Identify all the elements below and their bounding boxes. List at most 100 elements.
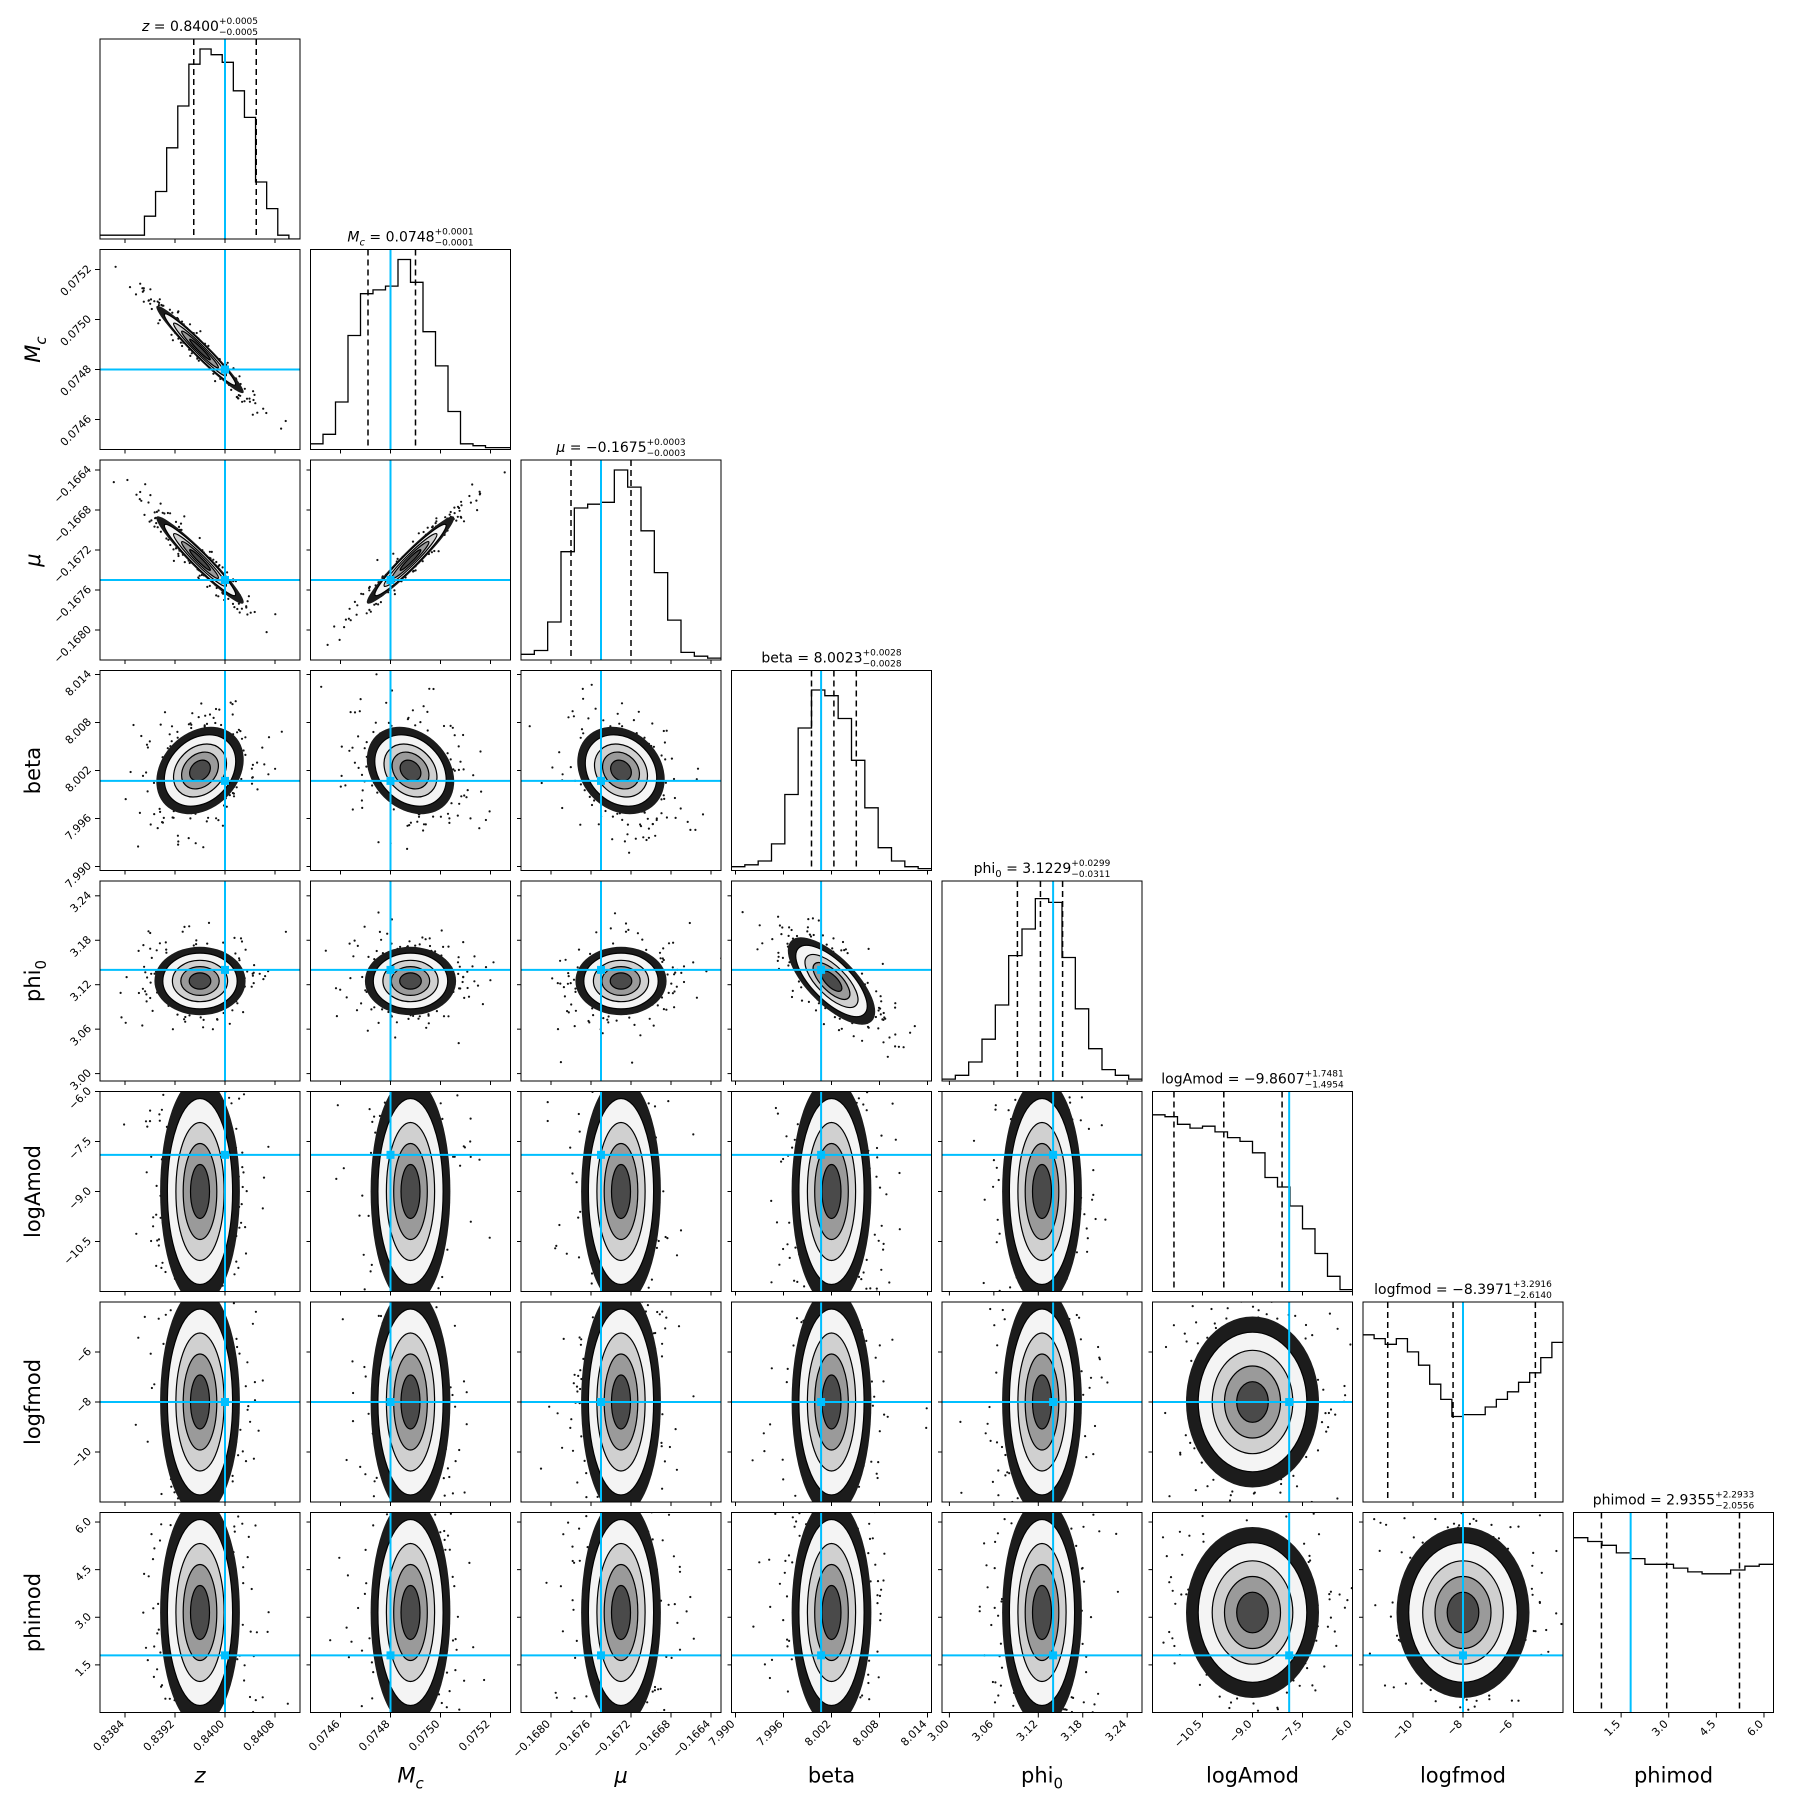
x-tick-label-phimod: 4.5 — [1697, 1717, 1719, 1739]
contour-level-4 — [399, 759, 422, 782]
y-tick-label-phi0: 3.06 — [68, 1022, 95, 1049]
truth-marker — [221, 365, 229, 374]
panel-frame — [99, 249, 301, 450]
x-tick-label-mu: −0.1668 — [630, 1717, 673, 1760]
density-logamod-vs-phi0 — [972, 1091, 1107, 1292]
x-axis-label-phimod: phimod — [1634, 1764, 1713, 1788]
title-phimod: phimod = 2.9355+2.2933 — [1593, 1491, 1754, 1509]
density-beta-vs-z — [124, 700, 283, 849]
y-tick-label-logfmod: −8 — [73, 1395, 94, 1416]
x-tick-label-logamod: −7.5 — [1277, 1717, 1305, 1745]
title-minus-z: −0.0005 — [219, 28, 258, 38]
density-logamod-vs-z — [123, 1091, 270, 1292]
x-axis-label-logamod: logAmod — [1206, 1764, 1299, 1788]
density-phimod-vs-beta — [752, 1512, 886, 1713]
y-tick-label-beta: 7.996 — [63, 811, 94, 842]
density-phi0-vs-beta — [741, 911, 916, 1058]
x-tick-label-z: 0.8392 — [141, 1717, 177, 1753]
contour-level-4 — [399, 972, 422, 990]
x-tick-label-logamod: −6.0 — [1327, 1717, 1355, 1745]
truth-marker — [597, 1150, 605, 1159]
contour-level-4 — [189, 1163, 211, 1220]
title-minus-beta: −0.0028 — [863, 660, 902, 670]
title-phi0: phi0 = 3.1229+0.0299 — [974, 859, 1111, 880]
x-tick-label-logfmod: −10 — [1390, 1717, 1416, 1743]
panel-logfmod-vs-logamod — [1148, 1301, 1353, 1506]
hist-panel-logamod: logAmod = −9.8607+1.7481−1.4954 — [1152, 1070, 1353, 1296]
density-mu-vs-mc — [326, 471, 506, 647]
histogram-phimod — [1573, 1537, 1774, 1575]
truth-marker — [221, 1651, 229, 1660]
hist-panel-z: z = 0.8400+0.0005−0.0005 — [99, 17, 301, 243]
x-axis-label-beta: beta — [808, 1764, 855, 1788]
truth-marker — [386, 576, 395, 584]
panel-frame — [310, 249, 511, 450]
y-tick-label-mc: 0.0748 — [58, 362, 94, 398]
title-logamod: logAmod = −9.8607+1.7481 — [1161, 1070, 1343, 1088]
truth-marker — [597, 776, 605, 785]
contour-level-4 — [1236, 1591, 1269, 1634]
y-tick-label-mu: −0.1664 — [51, 463, 94, 506]
panel-phi0-vs-mc — [306, 880, 511, 1085]
truth-marker — [221, 776, 229, 785]
panel-logfmod-vs-z: −10 −8 −6 logfmod — [21, 1301, 301, 1506]
y-axis-label-logamod: logAmod — [21, 1145, 45, 1238]
x-axis-label-logfmod: logfmod — [1420, 1764, 1506, 1788]
hist-panel-mu: μ = −0.1675+0.0003−0.0003 — [520, 438, 722, 664]
contour-level-4 — [399, 549, 422, 571]
y-tick-label-mc: 0.0746 — [58, 412, 94, 448]
density-phimod-vs-z — [142, 1512, 289, 1713]
density-beta-vs-mc — [320, 673, 491, 851]
panel-frame — [520, 880, 722, 1082]
y-tick-label-beta: 8.008 — [63, 715, 94, 746]
truth-marker — [221, 965, 229, 974]
density-mc-vs-z — [114, 265, 287, 430]
x-axis-label-phi0: phi0 — [1021, 1764, 1063, 1793]
y-axis-label-phimod: phimod — [21, 1573, 45, 1652]
contour-level-4 — [821, 1163, 842, 1220]
y-axis-label-mu: μ — [21, 553, 45, 567]
panel-mc-vs-z: 0.0746 0.0748 0.0750 0.0752 Mc — [21, 249, 301, 454]
hist-panel-phimod: phimod = 2.9355+2.2933−2.0556 1.5 3.0 4.5 6.… — [1573, 1491, 1774, 1788]
title-minus-logamod: −1.4954 — [1305, 1081, 1344, 1091]
density-phimod-vs-phi0 — [978, 1512, 1119, 1713]
title-minus-mu: −0.0003 — [647, 449, 686, 459]
truth-marker — [386, 1398, 395, 1406]
y-axis-label-phi0: phi0 — [21, 960, 50, 1002]
title-mu: μ = −0.1675+0.0003 — [555, 438, 685, 456]
x-tick-label-beta: 8.002 — [802, 1717, 833, 1748]
truth-marker — [817, 1150, 826, 1159]
x-tick-label-z: 0.8408 — [241, 1717, 277, 1753]
y-tick-label-phi0: 3.18 — [68, 933, 95, 960]
title-z: z = 0.8400+0.0005 — [141, 17, 258, 35]
panel-frame — [520, 1512, 722, 1713]
x-tick-label-mu: −0.1672 — [590, 1717, 633, 1760]
x-tick-label-z: 0.8400 — [191, 1717, 227, 1753]
panel-phi0-vs-mu — [517, 880, 722, 1085]
density-beta-vs-mu — [528, 683, 705, 854]
histogram-z — [100, 48, 300, 239]
y-tick-label-logfmod: −6 — [73, 1345, 94, 1366]
y-tick-label-phimod: 4.5 — [73, 1563, 95, 1585]
y-axis-label-mc: Mc — [21, 336, 50, 363]
x-tick-label-logfmod: −8 — [1444, 1717, 1465, 1738]
x-tick-label-phi0: 3.12 — [1014, 1717, 1041, 1744]
panel-phimod-vs-mc: 0.0746 0.0748 0.0750 0.0752 Mc — [306, 1512, 511, 1793]
histogram-mc — [310, 258, 511, 449]
truth-marker — [386, 965, 395, 974]
truth-marker — [221, 1150, 229, 1159]
panel-logamod-vs-z: −10.5 −9.0 −7.5 −6.0 logAmod — [21, 1084, 301, 1296]
truth-marker — [386, 776, 395, 785]
truth-marker — [597, 965, 605, 974]
truth-marker — [597, 1398, 605, 1406]
x-tick-label-beta: 8.014 — [898, 1717, 929, 1748]
x-tick-label-beta: 7.996 — [754, 1717, 785, 1748]
panel-frame — [1152, 1091, 1353, 1292]
contour-level-4 — [610, 1163, 632, 1220]
histogram-mu — [521, 469, 721, 659]
y-axis-label-logfmod: logfmod — [21, 1359, 45, 1445]
y-tick-label-mu: −0.1672 — [51, 543, 94, 586]
panel-frame — [310, 880, 511, 1082]
panel-frame — [99, 38, 301, 240]
